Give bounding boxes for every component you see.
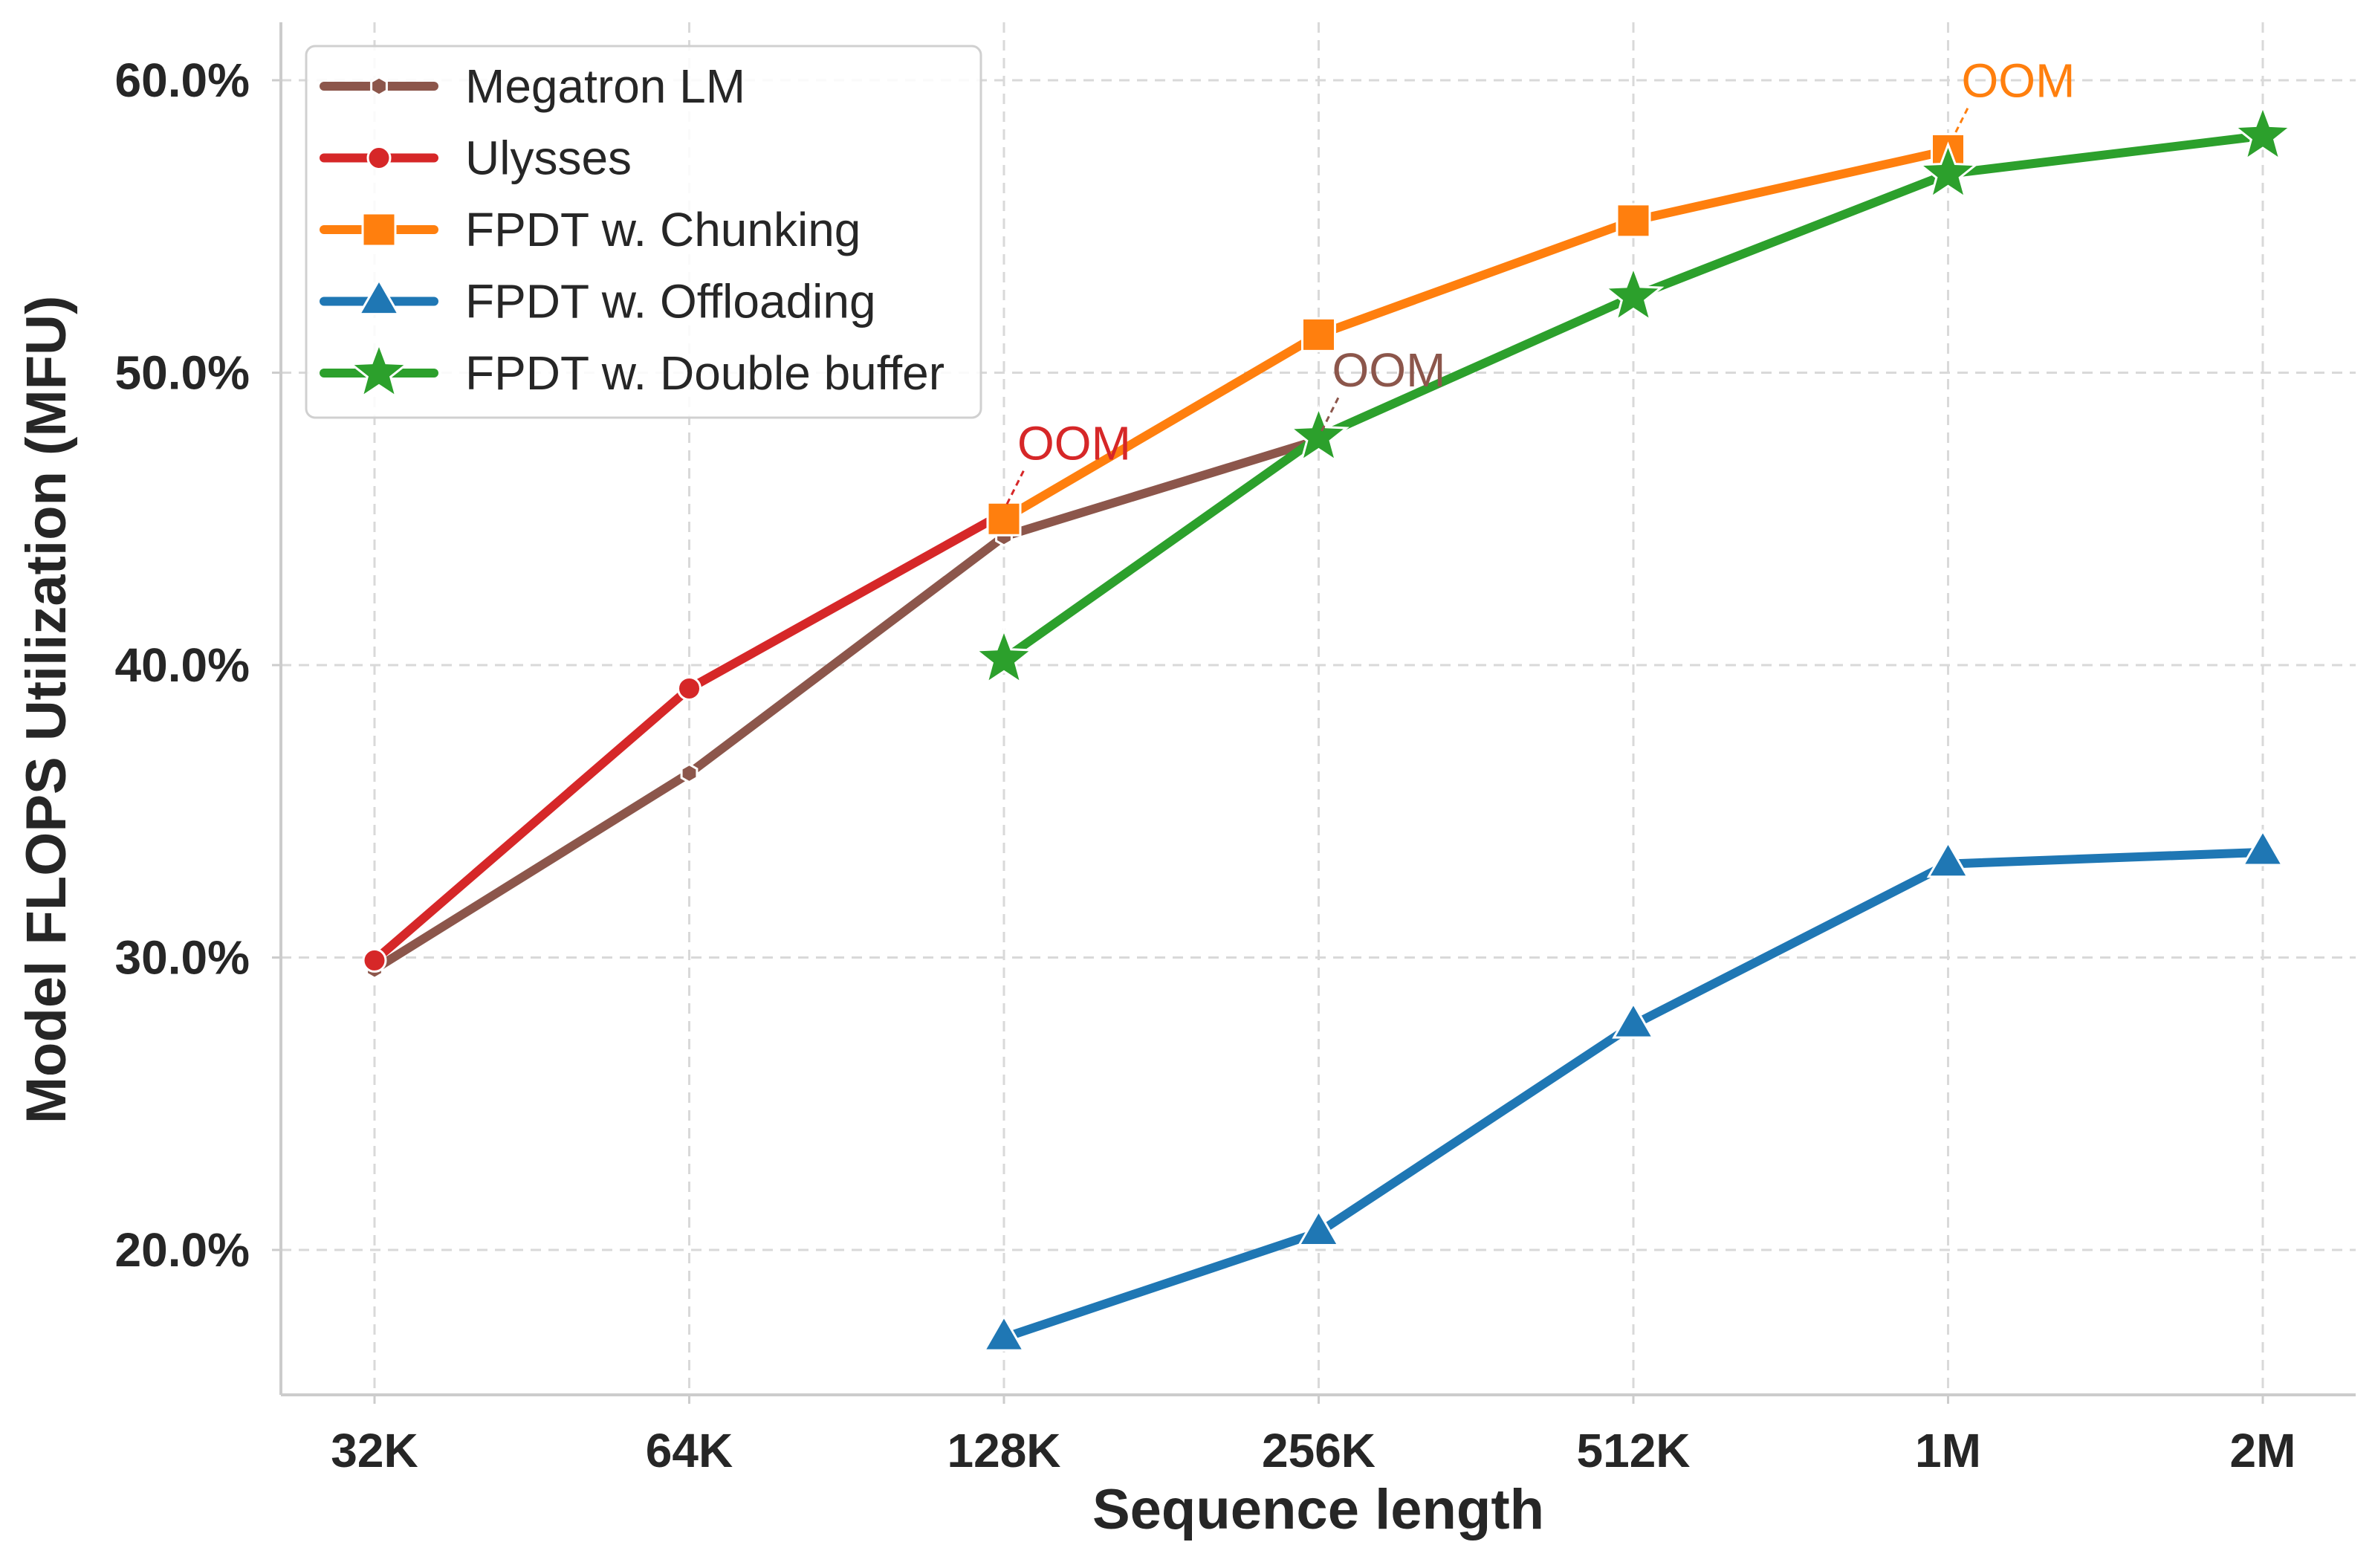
x-tick-label: 32K (331, 1424, 418, 1477)
series-line (370, 435, 1323, 974)
data-point (986, 501, 1022, 537)
data-point (2241, 829, 2284, 866)
legend-entry: Megatron LM (320, 59, 745, 113)
oom-label: OOM (1332, 343, 1446, 397)
y-axis-title: Model FLOPS Utilization (MFU) (15, 296, 78, 1124)
series-fpdt-w-double-buffer (973, 103, 2294, 686)
data-point (677, 676, 702, 701)
legend-entry: FPDT w. Chunking (320, 203, 861, 256)
y-tick-label: 60.0% (115, 54, 250, 107)
data-point (680, 762, 699, 784)
grid-lines (281, 22, 2356, 1395)
oom-label: OOM (1962, 54, 2076, 107)
oom-leader-line (1005, 467, 1026, 505)
y-tick-label: 50.0% (115, 346, 250, 400)
oom-annotations: OOM OOM OOM (1005, 54, 2076, 505)
legend-entry: FPDT w. Double buffer (320, 340, 945, 400)
legend-label: FPDT w. Double buffer (465, 346, 945, 400)
data-point (1917, 141, 1979, 201)
x-tick-label: 256K (1262, 1424, 1376, 1477)
legend-box (305, 45, 982, 419)
legend-marker (348, 340, 410, 400)
legend: Megatron LM Ulysses FPDT w. Chunking FPDT w… (305, 45, 982, 419)
x-tick-label: 2M (2230, 1424, 2296, 1477)
y-tick-label: 30.0% (115, 931, 250, 985)
data-point (1602, 264, 1665, 323)
series-lines (362, 103, 2294, 1352)
legend-label: FPDT w. Chunking (465, 203, 861, 256)
x-tick-label: 64K (646, 1424, 733, 1477)
x-tick-labels: 32K 64K 128K 256K 512K 1M 2M (331, 1395, 2295, 1477)
x-tick-label: 512K (1577, 1424, 1691, 1477)
oom-label: OOM (1017, 416, 1131, 470)
y-tick-label: 40.0% (115, 638, 250, 692)
x-axis-title: Sequence length (1092, 1478, 1544, 1541)
legend-marker (366, 146, 392, 170)
data-point (362, 947, 387, 973)
data-point (973, 626, 1035, 686)
data-point (1288, 404, 1349, 464)
y-tick-labels: 20.0% 30.0% 40.0% 50.0% 60.0% (115, 54, 281, 1277)
series-line (999, 146, 1953, 524)
data-point (1612, 1001, 1655, 1039)
data-point (1301, 317, 1336, 352)
legend-entry: FPDT w. Offloading (320, 275, 876, 328)
data-point (1926, 840, 1970, 878)
series-fpdt-w-offloading (982, 829, 2284, 1352)
legend-label: Ulysses (465, 132, 632, 185)
legend-label: Megatron LM (465, 59, 745, 113)
data-point (1297, 1208, 1341, 1247)
oom-leader-line (1321, 395, 1341, 432)
oom-leader-line (1950, 105, 1970, 143)
legend-entry: Ulysses (320, 132, 632, 185)
y-tick-label: 20.0% (115, 1223, 250, 1277)
legend-marker (357, 277, 401, 316)
data-point (982, 1314, 1026, 1352)
series-fpdt-w-chunking (986, 132, 1966, 537)
series-megatron-lm (366, 430, 1328, 979)
legend-marker (361, 212, 397, 247)
x-tick-label: 128K (947, 1424, 1061, 1477)
x-tick-label: 1M (1915, 1424, 1981, 1477)
data-point (2232, 103, 2294, 162)
data-point (1616, 203, 1651, 239)
legend-label: FPDT w. Offloading (465, 275, 876, 328)
legend-marker (370, 76, 388, 97)
